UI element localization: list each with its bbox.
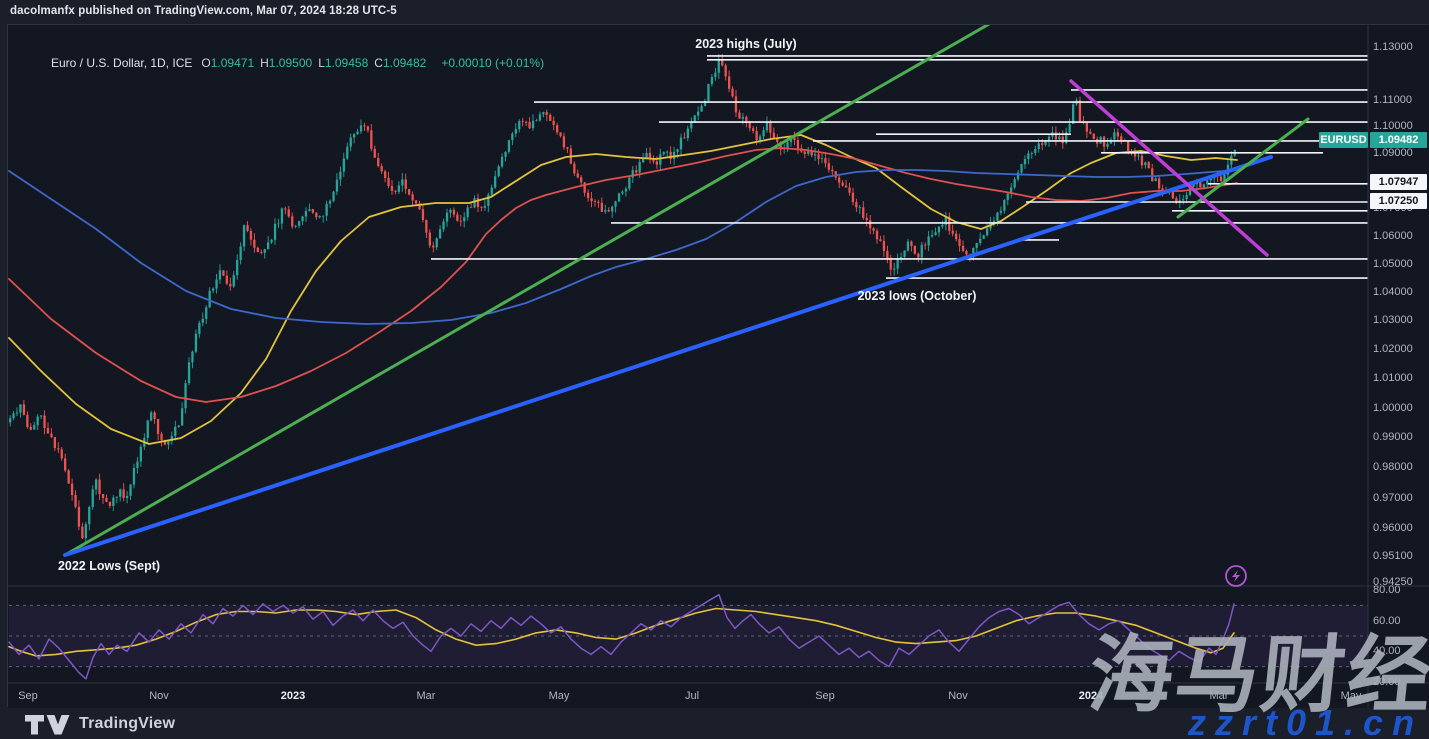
rsi-tick: 60.00 xyxy=(1373,614,1401,627)
time-tick: May xyxy=(548,690,570,702)
time-tick: Nov xyxy=(149,690,169,702)
price-tick: 0.98000 xyxy=(1373,461,1413,474)
time-tick: Sep xyxy=(18,690,38,702)
time-tick: Nov xyxy=(948,690,968,702)
price-tick: 1.13000 xyxy=(1373,40,1413,53)
symbol-price-badge-label: EURUSD xyxy=(1319,132,1368,149)
time-tick: Mar xyxy=(1209,690,1229,702)
price-tick: 1.09000 xyxy=(1373,147,1413,160)
rsi-line xyxy=(8,593,1235,680)
downtrend-purple xyxy=(1069,79,1269,257)
ohlc-h: H1.09500 xyxy=(260,56,313,70)
level-price-badge-0: 1.07947 xyxy=(1370,174,1427,190)
chart-canvas[interactable] xyxy=(8,25,1429,708)
price-tick: 1.01000 xyxy=(1373,372,1413,385)
tradingview-logo-icon xyxy=(25,715,70,735)
level-price-badge-1: 1.07250 xyxy=(1370,193,1427,210)
uptrend-green-short xyxy=(1176,117,1310,219)
price-tick: 0.99000 xyxy=(1373,431,1413,444)
annotation-0: 2023 highs (July) xyxy=(695,37,797,51)
candlestick-series xyxy=(9,53,1236,542)
time-tick: May xyxy=(1340,690,1362,702)
price-tick: 1.00000 xyxy=(1373,401,1413,414)
ohlc-o: O1.09471 xyxy=(201,56,255,70)
rsi-tick: 80.00 xyxy=(1373,584,1401,597)
time-tick: 2024 xyxy=(1078,690,1104,702)
ma-slow-blue xyxy=(8,169,1238,325)
price-tick: 1.05000 xyxy=(1373,257,1413,270)
ohlc-c: C1.09482 xyxy=(374,56,427,70)
annotation-2: 2022 Lows (Sept) xyxy=(57,559,161,573)
annotation-1: 2023 lows (October) xyxy=(857,289,977,303)
price-tick: 0.96000 xyxy=(1373,522,1413,535)
tradingview-logo[interactable]: TradingView xyxy=(24,711,175,737)
symbol-legend[interactable]: Euro / U.S. Dollar, 1D, ICE O1.09471 H1.0… xyxy=(51,56,544,70)
watermark-url: zzrt01.cn xyxy=(1188,702,1424,739)
ma-mid-red xyxy=(8,147,1238,403)
rsi-tick: 20.00 xyxy=(1373,675,1401,688)
ohlc-l: L1.09458 xyxy=(318,56,369,70)
publish-header: dacolmanfx published on TradingView.com,… xyxy=(10,5,397,17)
price-tick: 0.95100 xyxy=(1373,549,1413,562)
time-tick: Jul xyxy=(684,690,700,702)
price-tick: 1.06000 xyxy=(1373,229,1413,242)
symbol-title: Euro / U.S. Dollar, 1D, ICE xyxy=(51,56,193,70)
symbol-price-badge-value: 1.09482 xyxy=(1370,132,1427,149)
lightning-icon xyxy=(1225,565,1247,587)
change-value: +0.00010 (+0.01%) xyxy=(441,56,545,70)
rsi-tick: 40.00 xyxy=(1373,645,1401,658)
lightning-bolt xyxy=(1232,570,1240,582)
uptrend-green-long xyxy=(63,25,991,557)
ma-fast-yellow xyxy=(8,134,1238,445)
price-tick: 0.94250 xyxy=(1373,576,1413,589)
rsi-ma-line xyxy=(8,607,1235,657)
ohlc-values: O1.09471 H1.09500 L1.09458 C1.09482 xyxy=(201,56,432,70)
price-tick: 1.10000 xyxy=(1373,120,1413,133)
time-tick: Mar xyxy=(416,690,436,702)
time-tick: Sep xyxy=(815,690,835,702)
price-tick: 1.11000 xyxy=(1373,93,1412,106)
uptrend-blue-thick xyxy=(63,155,1273,557)
price-tick: 1.02000 xyxy=(1373,343,1413,356)
time-tick: 2023 xyxy=(280,690,306,702)
tradingview-logo-text: TradingView xyxy=(79,715,176,732)
chart-widget[interactable]: Euro / U.S. Dollar, 1D, ICE O1.09471 H1.0… xyxy=(7,24,1429,708)
price-tick: 1.04000 xyxy=(1373,285,1413,298)
price-tick: 0.97000 xyxy=(1373,491,1413,504)
price-tick: 1.03000 xyxy=(1373,314,1413,327)
